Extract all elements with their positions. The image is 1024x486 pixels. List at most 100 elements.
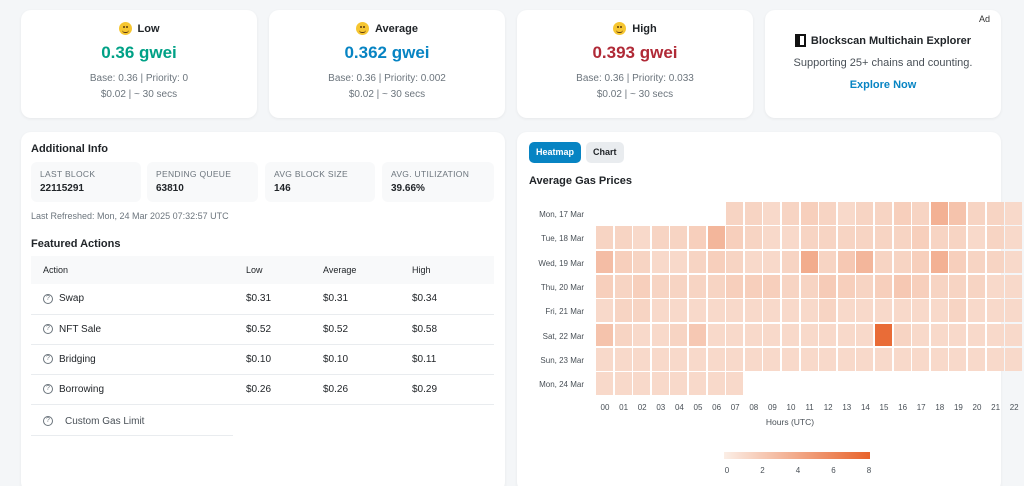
heatmap-cell[interactable] [633, 274, 651, 298]
heatmap-cell[interactable] [837, 299, 855, 322]
heatmap-cell[interactable] [782, 250, 800, 274]
heatmap-cell[interactable] [912, 226, 930, 250]
heatmap-cell[interactable] [726, 323, 744, 347]
heatmap-cell[interactable] [893, 202, 911, 225]
heatmap-cell[interactable] [689, 323, 707, 347]
heatmap-cell[interactable] [651, 323, 669, 347]
heatmap-cell[interactable] [782, 299, 800, 322]
heatmap-cell[interactable] [986, 299, 1004, 322]
heatmap-cell[interactable] [1005, 202, 1023, 225]
heatmap-cell[interactable] [651, 299, 669, 322]
heatmap-cell[interactable] [1005, 347, 1023, 371]
heatmap-cell[interactable] [651, 250, 669, 274]
heatmap-cell[interactable] [875, 323, 893, 347]
heatmap-cell[interactable] [763, 323, 781, 347]
heatmap-cell[interactable] [893, 226, 911, 250]
heatmap-cell[interactable] [670, 226, 688, 250]
heatmap-cell[interactable] [986, 274, 1004, 298]
heatmap-cell[interactable] [633, 347, 651, 371]
heatmap-cell[interactable] [689, 226, 707, 250]
heatmap-cell[interactable] [726, 250, 744, 274]
heatmap-cell[interactable] [726, 274, 744, 298]
heatmap-cell[interactable] [800, 274, 818, 298]
heatmap-cell[interactable] [726, 372, 744, 395]
heatmap-cell[interactable] [782, 274, 800, 298]
heatmap-cell[interactable] [819, 226, 837, 250]
help-circle-icon[interactable]: ? [43, 293, 53, 304]
heatmap-cell[interactable] [968, 347, 986, 371]
heatmap-cell[interactable] [651, 274, 669, 298]
heatmap-cell[interactable] [1005, 250, 1023, 274]
heatmap-cell[interactable] [949, 347, 967, 371]
heatmap-cell[interactable] [949, 226, 967, 250]
heatmap-cell[interactable] [744, 250, 762, 274]
heatmap-cell[interactable] [986, 347, 1004, 371]
heatmap-cell[interactable] [986, 226, 1004, 250]
heatmap-cell[interactable] [893, 323, 911, 347]
heatmap-cell[interactable] [875, 347, 893, 371]
heatmap-cell[interactable] [986, 250, 1004, 274]
heatmap-cell[interactable] [875, 299, 893, 322]
heatmap-cell[interactable] [651, 226, 669, 250]
help-circle-icon[interactable]: ? [43, 323, 53, 334]
heatmap-cell[interactable] [596, 274, 614, 298]
heatmap-cell[interactable] [689, 250, 707, 274]
heatmap-cell[interactable] [986, 202, 1004, 225]
heatmap-cell[interactable] [763, 226, 781, 250]
heatmap-cell[interactable] [1005, 274, 1023, 298]
heatmap-cell[interactable] [763, 202, 781, 225]
heatmap-cell[interactable] [930, 250, 948, 274]
heatmap-cell[interactable] [800, 299, 818, 322]
heatmap-cell[interactable] [763, 299, 781, 322]
heatmap-cell[interactable] [614, 347, 632, 371]
heatmap-cell[interactable] [744, 323, 762, 347]
heatmap-cell[interactable] [744, 299, 762, 322]
heatmap-cell[interactable] [819, 274, 837, 298]
heatmap-cell[interactable] [837, 274, 855, 298]
heatmap-cell[interactable] [614, 372, 632, 395]
heatmap-cell[interactable] [707, 226, 725, 250]
heatmap-cell[interactable] [1005, 299, 1023, 322]
heatmap-cell[interactable] [837, 347, 855, 371]
heatmap-cell[interactable] [689, 274, 707, 298]
heatmap-cell[interactable] [596, 250, 614, 274]
heatmap-cell[interactable] [856, 202, 874, 225]
heatmap-cell[interactable] [707, 347, 725, 371]
heatmap-cell[interactable] [800, 226, 818, 250]
heatmap-cell[interactable] [949, 323, 967, 347]
heatmap-cell[interactable] [912, 202, 930, 225]
help-circle-icon[interactable]: ? [43, 353, 53, 364]
heatmap-cell[interactable] [800, 250, 818, 274]
heatmap-cell[interactable] [744, 274, 762, 298]
heatmap-cell[interactable] [726, 202, 744, 225]
heatmap-cell[interactable] [875, 202, 893, 225]
heatmap-cell[interactable] [912, 347, 930, 371]
heatmap-cell[interactable] [893, 299, 911, 322]
heatmap-cell[interactable] [670, 299, 688, 322]
heatmap-cell[interactable] [689, 372, 707, 395]
heatmap-cell[interactable] [893, 250, 911, 274]
heatmap-cell[interactable] [707, 274, 725, 298]
heatmap-cell[interactable] [689, 299, 707, 322]
heatmap-cell[interactable] [949, 250, 967, 274]
heatmap-cell[interactable] [1005, 226, 1023, 250]
heatmap-cell[interactable] [670, 323, 688, 347]
heatmap-cell[interactable] [800, 347, 818, 371]
heatmap-cell[interactable] [670, 250, 688, 274]
heatmap-cell[interactable] [707, 299, 725, 322]
heatmap-cell[interactable] [614, 323, 632, 347]
heatmap-cell[interactable] [949, 202, 967, 225]
heatmap-cell[interactable] [596, 226, 614, 250]
heatmap-cell[interactable] [912, 274, 930, 298]
heatmap-cell[interactable] [726, 226, 744, 250]
heatmap-cell[interactable] [930, 274, 948, 298]
heatmap-cell[interactable] [819, 202, 837, 225]
heatmap-cell[interactable] [614, 274, 632, 298]
heatmap-cell[interactable] [837, 226, 855, 250]
tab-heatmap[interactable]: Heatmap [529, 142, 582, 163]
heatmap-cell[interactable] [633, 323, 651, 347]
heatmap-cell[interactable] [893, 274, 911, 298]
heatmap-cell[interactable] [930, 323, 948, 347]
heatmap-cell[interactable] [782, 323, 800, 347]
heatmap-cell[interactable] [670, 274, 688, 298]
